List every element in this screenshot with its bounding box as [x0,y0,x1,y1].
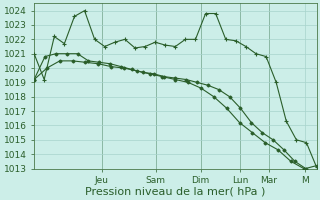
X-axis label: Pression niveau de la mer( hPa ): Pression niveau de la mer( hPa ) [85,187,266,197]
